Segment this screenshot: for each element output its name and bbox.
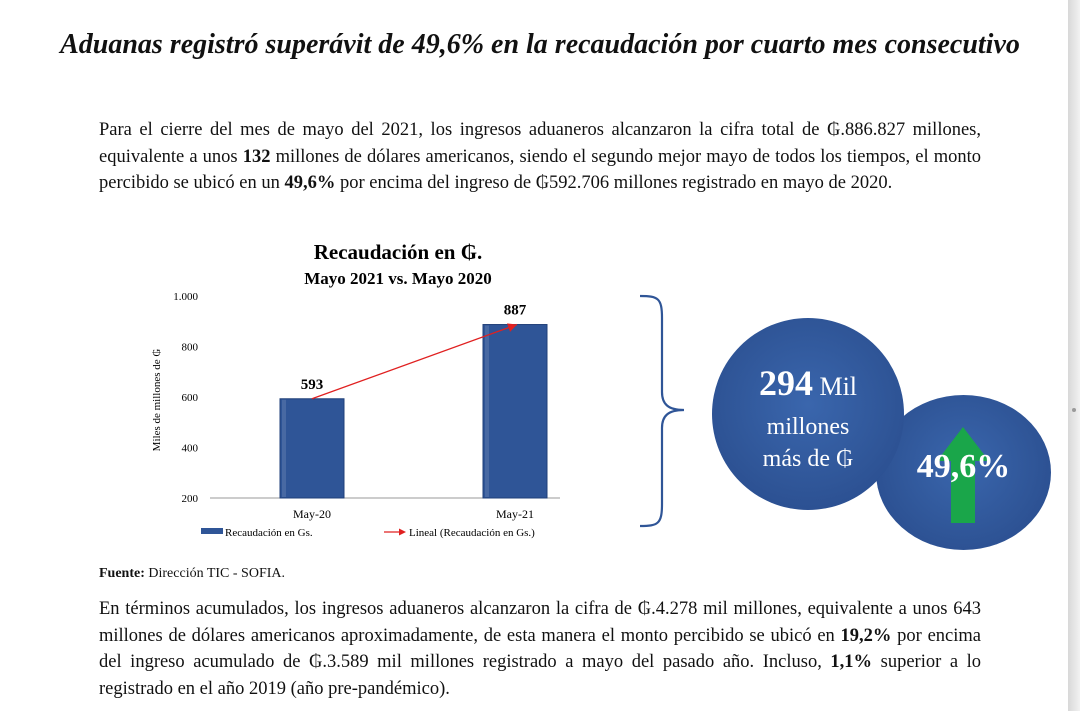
- bar-may-20: [279, 398, 345, 499]
- y-tick-label: 600: [182, 392, 199, 404]
- bars-group: 593 May-20 887 May-21: [279, 303, 548, 521]
- data-label: 887: [504, 303, 527, 319]
- y-axis-label: Miles de millones de ₲: [151, 349, 163, 452]
- source-label: Fuente:: [99, 566, 145, 581]
- article-title: Aduanas registró superávit de 49,6% en l…: [60, 29, 1020, 60]
- trendline-arrowhead: [507, 323, 517, 332]
- trendline-group: [311, 323, 518, 400]
- intro-text-a: Para el cierre del mes de mayo del 2021,…: [99, 120, 981, 167]
- chart-subtitle: Mayo 2021 vs. Mayo 2020: [304, 269, 491, 288]
- cumulative-paragraph: En términos acumulados, los ingresos adu…: [99, 596, 981, 702]
- cumulative-text-e: superior a lo registrado en el año 2019 …: [99, 652, 981, 699]
- intro-text-e: por encima del ingreso de ₲592.706 millo…: [335, 173, 893, 193]
- difference-line2: millones: [766, 414, 850, 440]
- bar-highlight: [485, 325, 489, 497]
- legend-bar-swatch: [201, 528, 223, 534]
- y-tick-label: 1.000: [173, 291, 198, 303]
- brace-path: [639, 294, 685, 528]
- scrollbar-marker: [1072, 408, 1076, 412]
- chart-legend: Recaudación en Gs. Lineal (Recaudación en…: [201, 527, 535, 539]
- trendline: [311, 323, 518, 400]
- arrow-up-icon: [937, 427, 989, 523]
- intro-paragraph: Para el cierre del mes de mayo del 2021,…: [99, 117, 981, 197]
- x-tick-label: May-20: [293, 507, 331, 521]
- cumulative-text-c: por encima del ingreso acumulado de ₲.3.…: [99, 625, 981, 673]
- bar-may-21: [482, 324, 548, 499]
- curly-brace: [639, 294, 685, 528]
- revenue-bar-chart: Recaudación en ₲. Mayo 2021 vs. Mayo 202…: [151, 240, 560, 539]
- bar-highlight: [282, 399, 286, 497]
- legend-trend-label: Lineal (Recaudación en Gs.): [409, 527, 535, 539]
- difference-circle: 294 Mil millones más de ₲: [712, 318, 904, 510]
- source-text: Dirección TIC - SOFIA.: [144, 566, 285, 581]
- y-tick-label: 400: [182, 443, 199, 455]
- difference-line3: más de ₲: [762, 446, 854, 472]
- percent-circle: 49,6%: [876, 395, 1051, 550]
- growth-percent: 49,6%: [916, 448, 1011, 485]
- difference-amount: 294 Mil: [712, 363, 904, 404]
- legend-trend-arrowhead: [399, 528, 406, 536]
- chart-title: Recaudación en ₲.: [314, 240, 483, 264]
- cumulative-percent: 19,2%: [840, 625, 892, 646]
- intro-text-c: millones de dólares americanos, siendo e…: [99, 146, 981, 194]
- scrollbar-track[interactable]: [1068, 0, 1080, 711]
- cumulative-text-a: En términos acumulados, los ingresos adu…: [99, 599, 981, 646]
- prepandemic-percent: 1,1%: [830, 652, 873, 672]
- intro-percent: 49,6%: [284, 173, 336, 193]
- difference-unit: Mil: [812, 372, 858, 401]
- legend-bar-label: Recaudación en Gs.: [225, 527, 313, 539]
- data-label: 593: [301, 377, 324, 393]
- y-axis-ticks: 200 400 600 800 1.000: [173, 291, 198, 505]
- difference-number: 294: [758, 363, 813, 403]
- intro-usd-amount: 132: [242, 146, 271, 167]
- source-note: Fuente: Dirección TIC - SOFIA.: [99, 565, 285, 583]
- y-tick-label: 800: [182, 342, 199, 354]
- y-tick-label: 200: [182, 493, 199, 505]
- x-tick-label: May-21: [496, 507, 534, 521]
